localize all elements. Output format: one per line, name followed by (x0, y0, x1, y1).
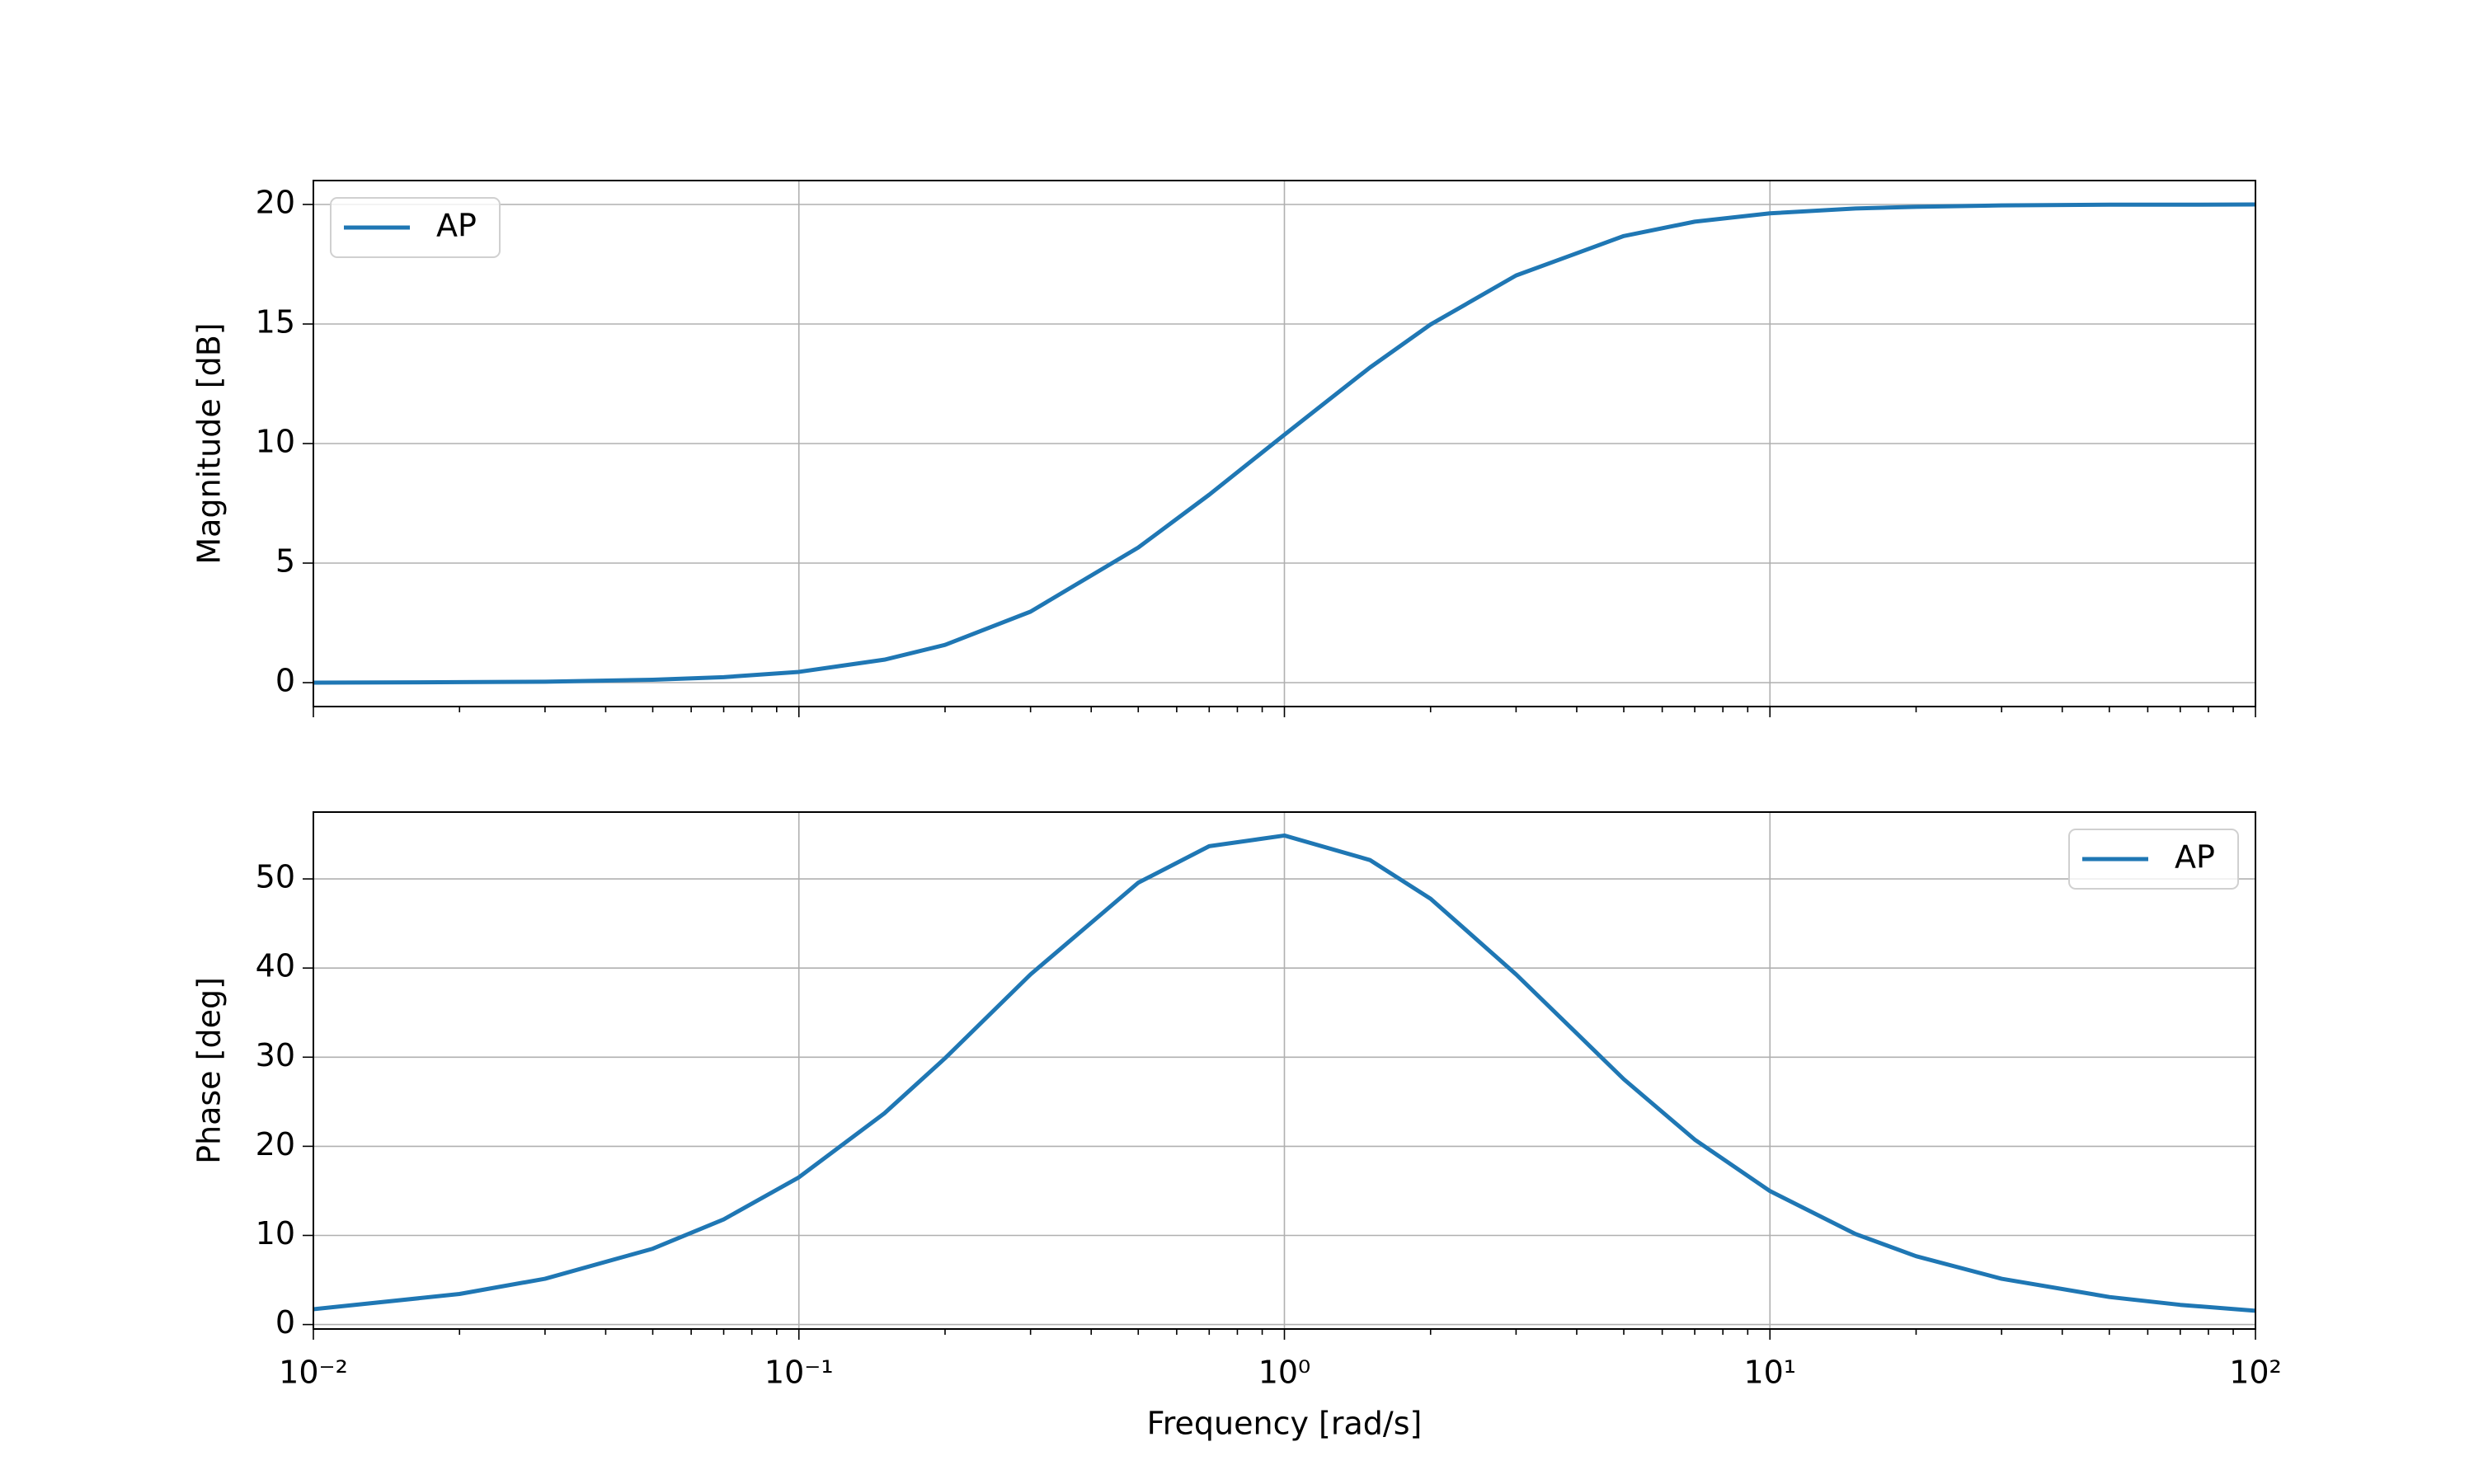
y-tick-label: 0 (275, 663, 295, 699)
y-tick-label: 10 (256, 1215, 295, 1252)
line-series (313, 202, 2256, 685)
y-tick-label: 20 (256, 1126, 295, 1162)
y-tick-label: 20 (256, 185, 295, 221)
y-tick-label: 15 (256, 304, 295, 340)
y-tick-label: 50 (256, 859, 295, 895)
subplot: 0 10 20 30 40 50 10⁻² 10⁻¹ 10⁰ 10¹ 10² Phase [deg] F… (191, 811, 2282, 1442)
x-tick-label: 10¹ (1743, 1355, 1796, 1391)
legend-label: AP (436, 208, 477, 244)
y-axis-label: Phase [deg] (191, 977, 228, 1164)
legend: AP (2068, 829, 2239, 890)
x-axis-label: Frequency [rad/s] (1147, 1406, 1423, 1442)
legend-label: AP (2175, 839, 2215, 876)
x-tick-label: 10⁻² (279, 1355, 348, 1391)
legend: AP (330, 197, 501, 258)
y-axis-label: Magnitude [dB] (191, 322, 228, 564)
y-tick-label: 10 (256, 424, 295, 460)
legend-box (330, 197, 501, 258)
legend-box (2068, 829, 2239, 890)
x-tick-label: 10⁰ (1258, 1355, 1311, 1391)
plot-frame (313, 811, 2256, 1330)
y-tick-label: 5 (275, 543, 295, 580)
y-tick-label: 40 (256, 948, 295, 984)
subplot: 0 5 10 15 20 Magnitude [dB] AP (191, 180, 2256, 717)
y-tick-label: 0 (275, 1304, 295, 1341)
line-series (313, 833, 2256, 1313)
y-tick-label: 30 (256, 1037, 295, 1073)
x-tick-label: 10² (2229, 1355, 2282, 1391)
x-tick-label: 10⁻¹ (764, 1355, 834, 1391)
plot-frame (313, 180, 2256, 707)
